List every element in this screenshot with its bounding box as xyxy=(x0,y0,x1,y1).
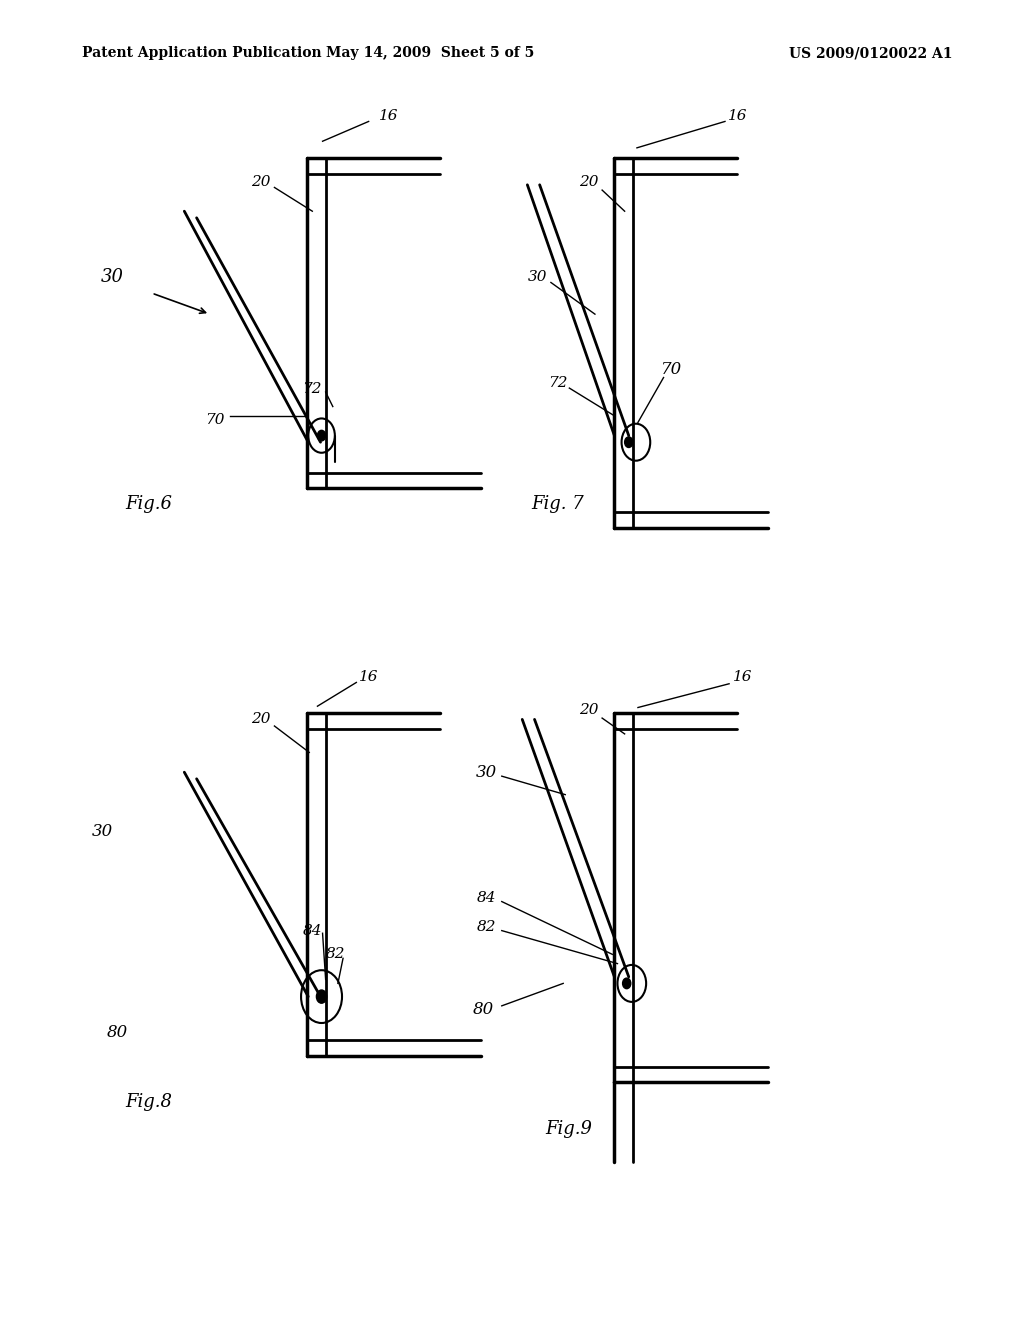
Text: 84: 84 xyxy=(302,924,323,937)
Text: 70: 70 xyxy=(662,362,682,378)
Text: 30: 30 xyxy=(527,271,548,284)
Text: 20: 20 xyxy=(251,176,271,189)
Circle shape xyxy=(623,978,631,989)
Text: Fig.6: Fig.6 xyxy=(125,495,172,513)
Text: 72: 72 xyxy=(302,383,323,396)
Text: Patent Application Publication: Patent Application Publication xyxy=(82,46,322,61)
Text: 20: 20 xyxy=(579,176,599,189)
Text: May 14, 2009  Sheet 5 of 5: May 14, 2009 Sheet 5 of 5 xyxy=(326,46,535,61)
Text: Fig. 7: Fig. 7 xyxy=(531,495,585,513)
Text: 80: 80 xyxy=(473,1002,494,1018)
Text: 16: 16 xyxy=(379,110,399,123)
Text: 30: 30 xyxy=(101,268,124,286)
Text: 82: 82 xyxy=(326,948,346,961)
Text: 16: 16 xyxy=(727,110,748,123)
Text: 20: 20 xyxy=(251,713,271,726)
Text: 20: 20 xyxy=(579,704,599,717)
Text: 72: 72 xyxy=(548,376,568,389)
Text: 84: 84 xyxy=(476,891,497,904)
Text: US 2009/0120022 A1: US 2009/0120022 A1 xyxy=(788,46,952,61)
Text: 82: 82 xyxy=(476,920,497,933)
Text: Fig.9: Fig.9 xyxy=(545,1119,592,1138)
Text: Fig.8: Fig.8 xyxy=(125,1093,172,1111)
Text: 80: 80 xyxy=(108,1024,128,1040)
Text: 30: 30 xyxy=(476,764,497,780)
Circle shape xyxy=(316,990,327,1003)
Text: 30: 30 xyxy=(92,824,113,840)
Text: 16: 16 xyxy=(358,671,379,684)
Circle shape xyxy=(625,437,633,447)
Circle shape xyxy=(317,430,326,441)
Text: 16: 16 xyxy=(732,671,753,684)
Text: 70: 70 xyxy=(205,413,225,426)
